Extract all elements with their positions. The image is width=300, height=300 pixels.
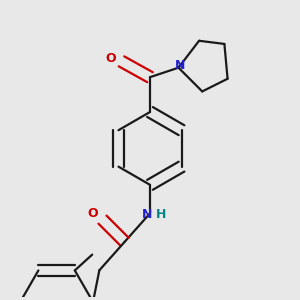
Text: O: O — [106, 52, 116, 65]
Text: H: H — [156, 208, 166, 221]
Text: O: O — [88, 207, 98, 220]
Text: N: N — [175, 58, 185, 72]
Text: N: N — [142, 208, 153, 221]
